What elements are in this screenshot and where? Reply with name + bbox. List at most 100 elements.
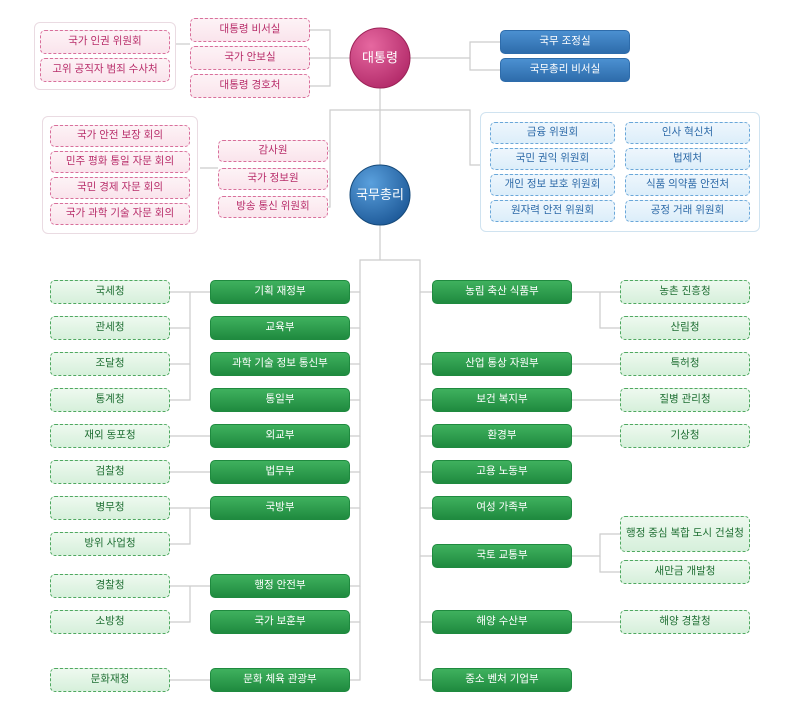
label: 해양 경찰청: [659, 615, 710, 628]
label: 국무 조정실: [539, 35, 590, 48]
org-box-b5: 기상청: [620, 424, 750, 448]
label: 기획 재정부: [254, 285, 305, 298]
label: 기상청: [671, 429, 700, 442]
org-box-m16: 여성 가족부: [432, 496, 572, 520]
label: 환경부: [488, 429, 517, 442]
label: 국가 보훈부: [254, 615, 305, 628]
label: 외교부: [266, 429, 295, 442]
org-box-p_right2: 국무총리 비서실: [500, 58, 630, 82]
org-box-p_mid2: 국가 안보실: [190, 46, 310, 70]
label: 해양 수산부: [476, 615, 527, 628]
label: 고용 노동부: [476, 465, 527, 478]
label: 법제처: [673, 152, 702, 165]
label: 산업 통상 자원부: [465, 357, 538, 370]
org-box-m12: 산업 통상 자원부: [432, 352, 572, 376]
org-box-b7: 새만금 개발청: [620, 560, 750, 584]
label: 보건 복지부: [476, 393, 527, 406]
org-box-p_left2: 고위 공직자 범죄 수사처: [40, 58, 170, 82]
label: 국토 교통부: [476, 549, 527, 562]
label: 조달청: [96, 357, 125, 370]
label: 문화 체육 관광부: [243, 673, 316, 686]
org-box-m2: 교육부: [210, 316, 350, 340]
org-box-pm_l4: 국가 과학 기술 자문 회의: [50, 203, 190, 225]
org-box-a8: 방위 사업청: [50, 532, 170, 556]
org-box-m4: 통일부: [210, 388, 350, 412]
label: 국무총리: [356, 187, 404, 203]
org-box-pm_r3: 개인 정보 보호 위원회: [490, 174, 615, 196]
label: 국가 안전 보장 회의: [77, 129, 163, 142]
org-box-m13: 보건 복지부: [432, 388, 572, 412]
org-box-a6: 검찰청: [50, 460, 170, 484]
org-box-m1: 기획 재정부: [210, 280, 350, 304]
org-box-m8: 행정 안전부: [210, 574, 350, 598]
label: 새만금 개발청: [655, 565, 716, 578]
org-box-a5: 재외 동포청: [50, 424, 170, 448]
label: 방위 사업청: [84, 537, 135, 550]
org-box-a9: 경찰청: [50, 574, 170, 598]
org-box-pm_r7: 식품 의약품 안전처: [625, 174, 750, 196]
org-box-pm_l2: 민주 평화 통일 자문 회의: [50, 151, 190, 173]
org-box-b4: 질병 관리청: [620, 388, 750, 412]
label: 산림청: [671, 321, 700, 334]
org-box-pm_m3: 방송 통신 위원회: [218, 196, 328, 218]
label: 경찰청: [96, 579, 125, 592]
org-box-b2: 산림청: [620, 316, 750, 340]
org-box-pm_r4: 원자력 안전 위원회: [490, 200, 615, 222]
label: 식품 의약품 안전처: [646, 178, 729, 191]
org-box-p_mid1: 대통령 비서실: [190, 18, 310, 42]
org-box-a2: 관세청: [50, 316, 170, 340]
label: 특허청: [671, 357, 700, 370]
label: 행정 중심 복합 도시 건설청: [626, 527, 744, 540]
label: 국가 정보원: [247, 172, 298, 185]
label: 방송 통신 위원회: [236, 200, 309, 213]
label: 농촌 진흥청: [659, 285, 710, 298]
label: 법무부: [266, 465, 295, 478]
label: 재외 동포청: [84, 429, 135, 442]
org-box-pm_r8: 공정 거래 위원회: [625, 200, 750, 222]
org-box-pm_r5: 인사 혁신처: [625, 122, 750, 144]
org-box-pm_m1: 감사원: [218, 140, 328, 162]
label: 검찰청: [96, 465, 125, 478]
label: 국세청: [96, 285, 125, 298]
label: 질병 관리청: [659, 393, 710, 406]
label: 소방청: [96, 615, 125, 628]
label: 감사원: [259, 144, 288, 157]
label: 행정 안전부: [254, 579, 305, 592]
org-box-m14: 환경부: [432, 424, 572, 448]
label: 국가 과학 기술 자문 회의: [66, 207, 174, 220]
label: 여성 가족부: [476, 501, 527, 514]
org-box-a4: 통계청: [50, 388, 170, 412]
label: 국방부: [266, 501, 295, 514]
label: 원자력 안전 위원회: [511, 204, 594, 217]
org-box-a7: 병무청: [50, 496, 170, 520]
org-box-b3: 특허청: [620, 352, 750, 376]
label: 관세청: [96, 321, 125, 334]
org-box-pm_l3: 국민 경제 자문 회의: [50, 177, 190, 199]
node-prime-minister: 국무총리: [350, 165, 410, 225]
label: 공정 거래 위원회: [651, 204, 724, 217]
label: 국가 안보실: [224, 51, 275, 64]
org-box-b6: 행정 중심 복합 도시 건설청: [620, 516, 750, 552]
label: 교육부: [266, 321, 295, 334]
org-box-p_mid3: 대통령 경호처: [190, 74, 310, 98]
label: 국무총리 비서실: [530, 63, 601, 76]
org-box-m3: 과학 기술 정보 통신부: [210, 352, 350, 376]
label: 국민 경제 자문 회의: [77, 181, 163, 194]
org-box-m9: 국가 보훈부: [210, 610, 350, 634]
label: 대통령 경호처: [220, 79, 281, 92]
org-box-b8: 해양 경찰청: [620, 610, 750, 634]
label: 농림 축산 식품부: [465, 285, 538, 298]
label: 민주 평화 통일 자문 회의: [66, 155, 174, 168]
label: 국민 권익 위원회: [516, 152, 589, 165]
org-box-b1: 농촌 진흥청: [620, 280, 750, 304]
org-box-a1: 국세청: [50, 280, 170, 304]
label: 대통령: [362, 50, 398, 66]
label: 고위 공직자 범죄 수사처: [52, 63, 157, 76]
org-box-m7: 국방부: [210, 496, 350, 520]
org-box-pm_m2: 국가 정보원: [218, 168, 328, 190]
node-president: 대통령: [350, 28, 410, 88]
org-box-m19: 중소 벤처 기업부: [432, 668, 572, 692]
org-box-m6: 법무부: [210, 460, 350, 484]
org-box-m15: 고용 노동부: [432, 460, 572, 484]
org-box-a11: 문화재청: [50, 668, 170, 692]
